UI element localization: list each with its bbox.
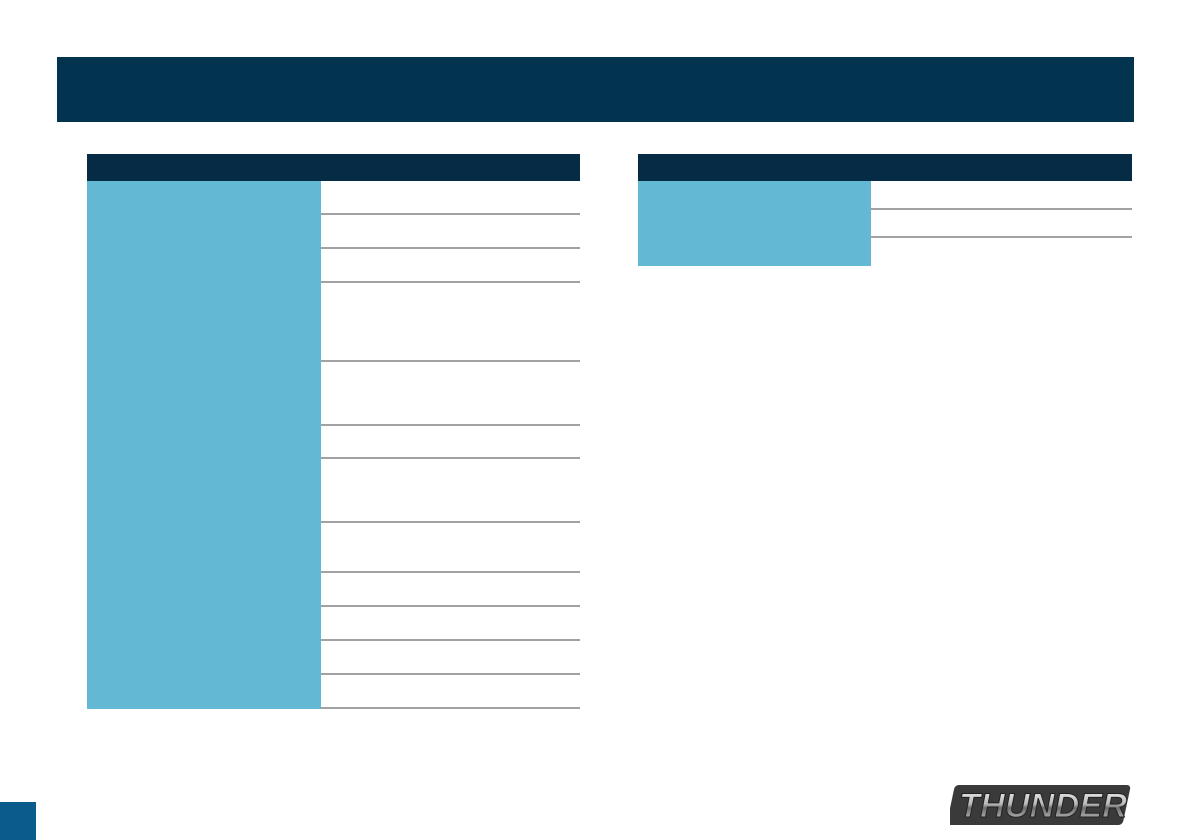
spec-table-left [87,154,580,709]
table-row [638,210,1132,238]
row-label [87,283,321,362]
row-label [87,523,321,573]
row-value [321,523,580,573]
thunder-logo: THUNDER [950,785,1131,826]
row-value [871,181,1132,210]
row-value [321,607,580,641]
title-banner [57,57,1134,122]
row-label [87,607,321,641]
row-value [871,210,1132,238]
row-label [638,238,871,266]
row-label [87,426,321,459]
row-label [87,215,321,249]
row-label [87,675,321,709]
row-label [87,362,321,426]
row-value [321,573,580,607]
table-row [87,362,580,426]
table-row [87,283,580,362]
table-row [87,249,580,283]
row-label [87,249,321,283]
table-row [87,426,580,459]
row-value [321,362,580,426]
row-value [321,215,580,249]
row-value [321,459,580,523]
row-value [321,675,580,709]
row-label [638,181,871,210]
row-label [87,181,321,215]
row-value [321,249,580,283]
table-row [87,181,580,215]
row-value [321,283,580,362]
row-value [321,641,580,675]
table-header [638,154,1132,181]
row-value [871,238,1132,266]
table-row [87,459,580,523]
row-value [321,181,580,215]
row-value [321,426,580,459]
page-number-tab [0,802,36,840]
spec-table-right [638,154,1132,266]
table-row [87,573,580,607]
table-row [87,607,580,641]
table-row [87,641,580,675]
logo-text: THUNDER [959,787,1127,825]
row-label [638,210,871,238]
table-row [87,675,580,709]
table-header [87,154,580,181]
table-row [638,238,1132,266]
table-row [87,523,580,573]
table-row [638,181,1132,210]
row-label [87,641,321,675]
row-label [87,459,321,523]
row-label [87,573,321,607]
table-row [87,215,580,249]
